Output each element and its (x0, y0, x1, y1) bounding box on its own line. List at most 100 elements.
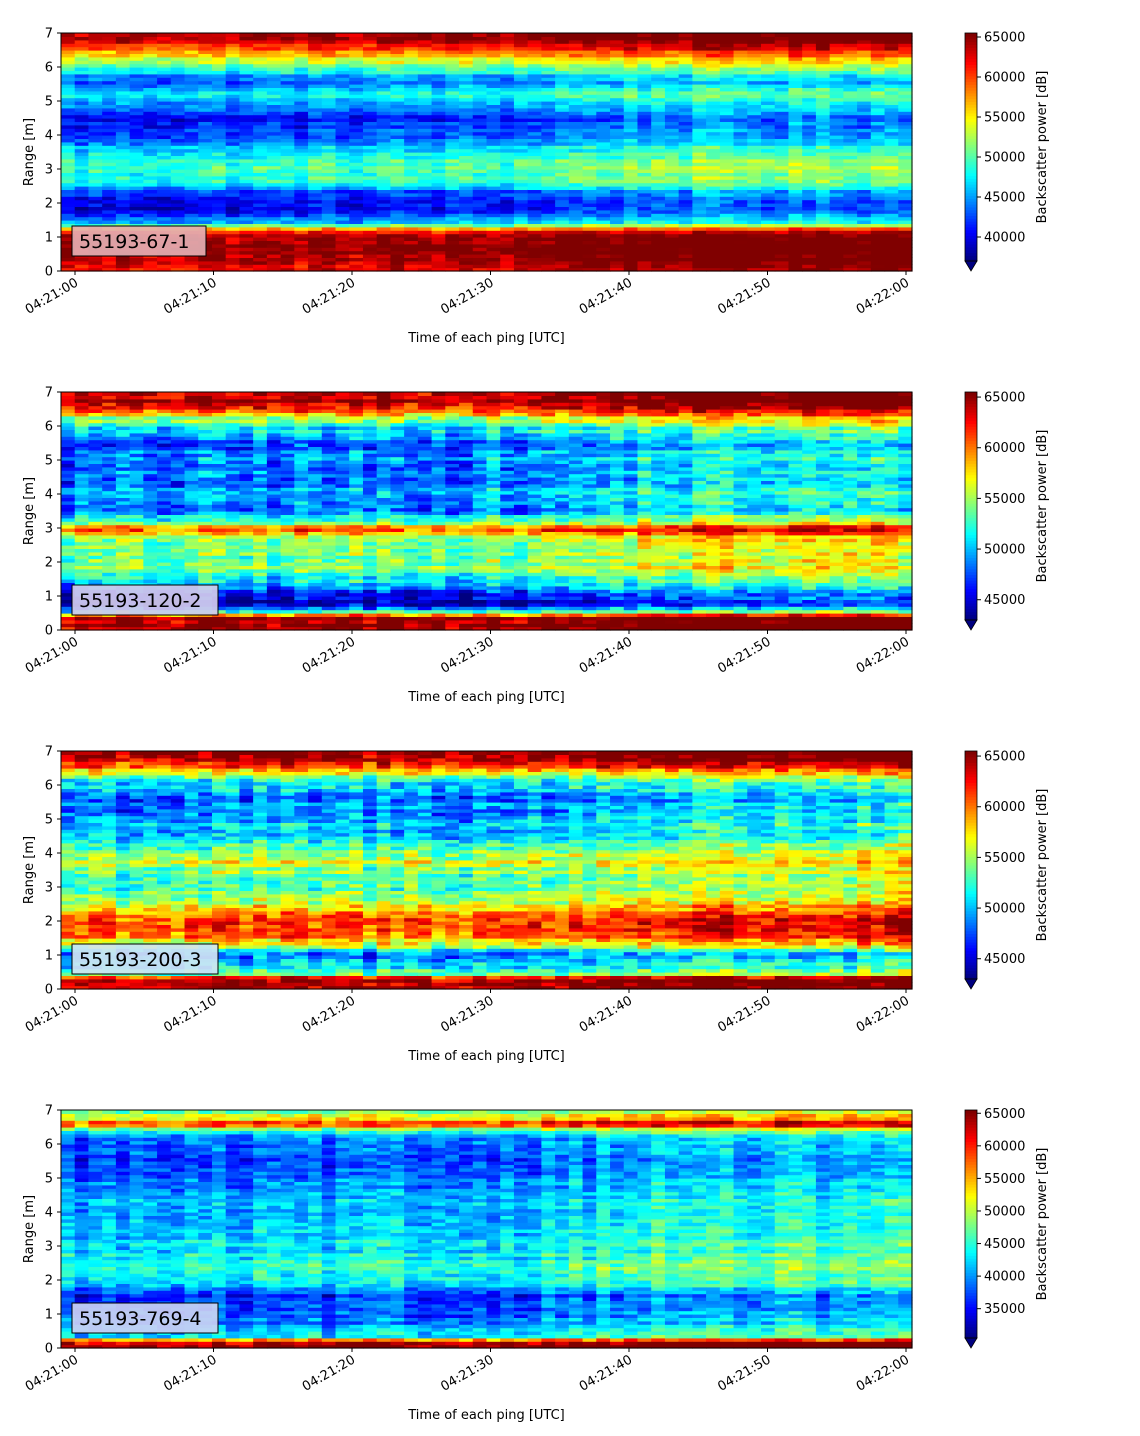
heatmap-cell (582, 220, 597, 224)
heatmap-cell (349, 114, 364, 119)
heatmap-cell (321, 90, 337, 95)
heatmap-cell (500, 243, 515, 248)
heatmap-cell (733, 39, 748, 44)
heatmap-cell (472, 220, 488, 224)
heatmap-cell (335, 118, 350, 122)
heatmap-cell (555, 107, 570, 112)
heatmap-cell (733, 223, 748, 228)
heatmap-cell (211, 63, 227, 68)
heatmap-cell (555, 264, 570, 269)
heatmap-cell (500, 84, 515, 88)
heatmap-cell (102, 436, 117, 441)
heatmap-cell (898, 165, 913, 170)
heatmap-cell (198, 33, 213, 37)
heatmap-cell (719, 206, 735, 211)
heatmap-cell (459, 90, 474, 95)
heatmap-cell (129, 141, 144, 146)
heatmap-cell (747, 114, 762, 119)
heatmap-cell (280, 254, 295, 258)
heatmap-cell (651, 192, 666, 197)
heatmap-cell (582, 84, 597, 88)
heatmap-cell (239, 152, 254, 156)
heatmap-cell (513, 230, 529, 235)
heatmap-cell (610, 182, 625, 187)
heatmap-cell (417, 53, 433, 58)
heatmap-cell (692, 77, 707, 82)
heatmap-cell (184, 209, 199, 214)
heatmap-cell (651, 158, 666, 163)
heatmap-cell (390, 114, 405, 119)
heatmap-cell (335, 50, 350, 54)
heatmap-cell (157, 138, 172, 143)
heatmap-cell (596, 56, 611, 61)
heatmap-cell (747, 43, 762, 48)
heatmap-cell (568, 56, 584, 61)
heatmap-cell (335, 152, 350, 156)
heatmap-cell (568, 165, 584, 170)
heatmap-cell (198, 111, 213, 116)
heatmap-cell (335, 237, 350, 241)
heatmap-cell (500, 223, 515, 228)
heatmap-cell (761, 104, 776, 109)
heatmap-cell (431, 101, 446, 105)
heatmap-cell (664, 67, 680, 71)
heatmap-cell (788, 141, 803, 146)
heatmap-cell (486, 216, 501, 221)
heatmap-cell (88, 90, 103, 95)
heatmap-cell (362, 43, 378, 48)
heatmap-cell (555, 254, 570, 258)
heatmap-cell (349, 124, 364, 129)
heatmap-cell (321, 114, 337, 119)
heatmap-cell (706, 131, 721, 136)
heatmap-cell (404, 138, 419, 143)
heatmap-cell (61, 162, 76, 167)
heatmap-cell (747, 121, 762, 126)
heatmap-cell (706, 250, 721, 255)
heatmap-cell (198, 192, 213, 197)
heatmap-cell (239, 169, 254, 173)
heatmap-cell (308, 175, 323, 180)
heatmap-cell (610, 138, 625, 143)
heatmap-cell (788, 199, 803, 204)
heatmap-cell (308, 226, 323, 231)
heatmap-cell (500, 257, 515, 262)
heatmap-cell (555, 80, 570, 85)
heatmap-cell (513, 107, 529, 112)
heatmap-cell (308, 70, 323, 75)
heatmap-cell (431, 90, 446, 95)
heatmap-cell (610, 226, 625, 231)
heatmap-cell (115, 97, 131, 102)
heatmap-cell (445, 148, 460, 153)
heatmap-cell (349, 220, 364, 224)
heatmap-cell (788, 264, 803, 269)
heatmap-cell (349, 230, 364, 235)
heatmap-cell (88, 43, 103, 48)
heatmap-cell (706, 192, 721, 197)
heatmap-cell (555, 240, 570, 245)
heatmap-cell (664, 128, 680, 133)
heatmap-cell (843, 182, 858, 187)
heatmap-cell (143, 60, 158, 65)
heatmap-cell (404, 43, 419, 48)
heatmap-cell (88, 131, 103, 136)
heatmap-cell (61, 70, 76, 75)
heatmap-cell (719, 237, 735, 241)
heatmap-cell (376, 135, 392, 139)
heatmap-cell (527, 264, 543, 269)
heatmap-cell (129, 199, 144, 204)
heatmap-cell (486, 186, 501, 190)
heatmap-cell (115, 209, 131, 214)
heatmap-cell (239, 203, 254, 207)
heatmap-cell (486, 135, 501, 139)
heatmap-cell (445, 60, 460, 65)
heatmap-cell (308, 155, 323, 160)
heatmap-cell (527, 209, 543, 214)
heatmap-cell (184, 111, 199, 116)
heatmap-cell (390, 104, 405, 109)
heatmap-cell (596, 237, 611, 241)
heatmap-cell (102, 169, 117, 173)
heatmap-cell (198, 70, 213, 75)
heatmap-cell (527, 247, 543, 252)
heatmap-cell (143, 216, 158, 221)
heatmap-cell (308, 165, 323, 170)
